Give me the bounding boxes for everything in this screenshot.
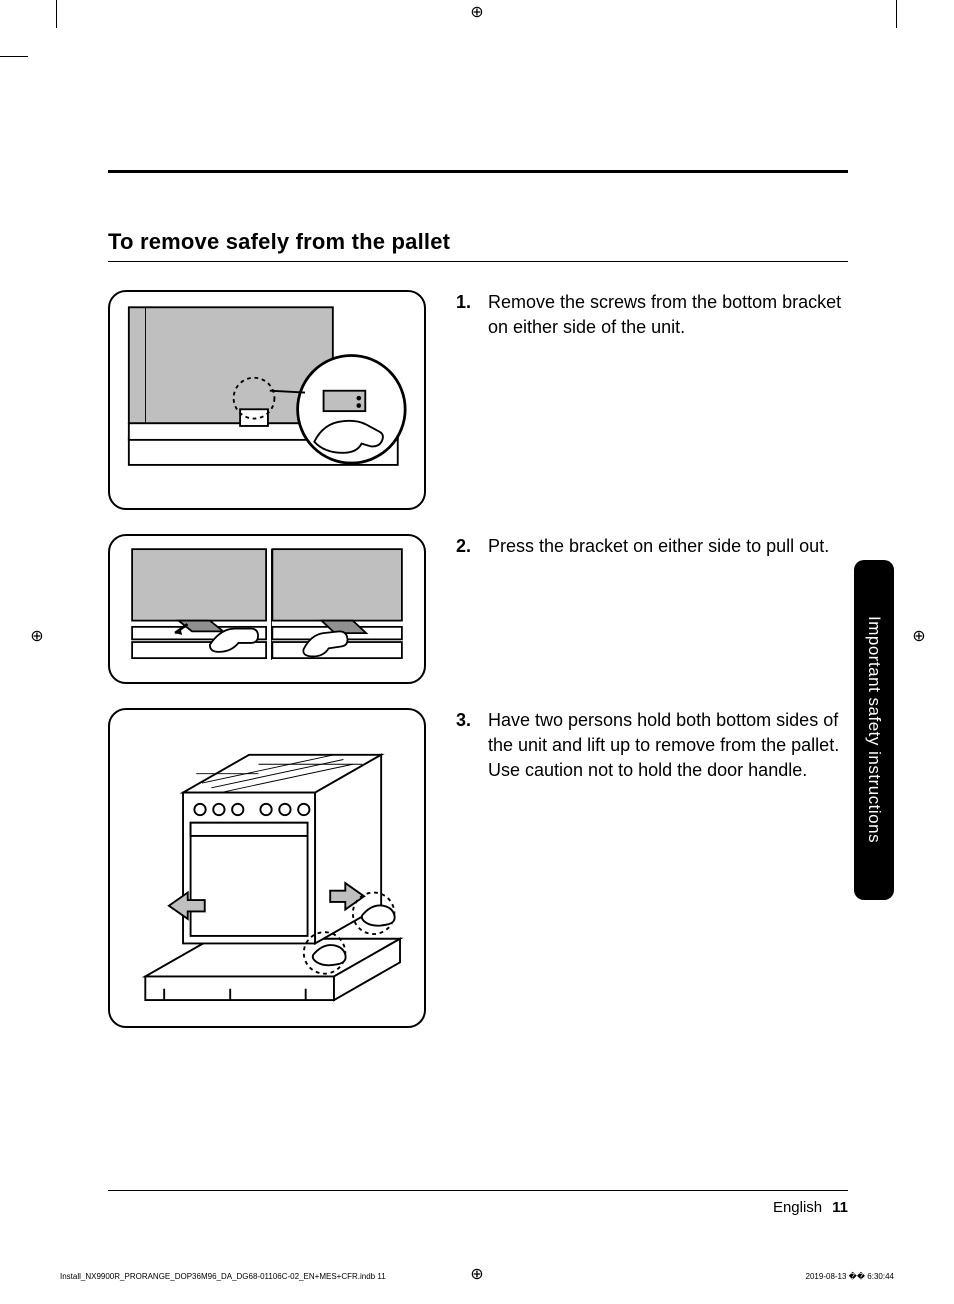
steps-list: 1. Remove the screws from the bottom bra… bbox=[108, 290, 848, 1028]
step-text: 1. Remove the screws from the bottom bra… bbox=[456, 290, 848, 340]
step-text: 3. Have two persons hold both bottom sid… bbox=[456, 708, 848, 784]
page-content: To remove safely from the pallet bbox=[108, 170, 848, 1028]
figure-remove-screws bbox=[108, 290, 426, 510]
side-tab: Important safety instructions bbox=[854, 560, 894, 900]
page-footer: English 11 bbox=[108, 1190, 848, 1216]
step-row: 2. Press the bracket on either side to p… bbox=[108, 534, 848, 684]
top-rule bbox=[108, 170, 848, 173]
registration-mark-right: ⊕ bbox=[910, 628, 928, 646]
registration-mark-top: ⊕ bbox=[468, 4, 486, 22]
crop-mark bbox=[56, 0, 57, 28]
footer-page-number: 11 bbox=[832, 1199, 848, 1216]
slug-timestamp: 2019-08-13 �� 6:30:44 bbox=[806, 1272, 894, 1281]
step-row: 1. Remove the screws from the bottom bra… bbox=[108, 290, 848, 510]
section-title: To remove safely from the pallet bbox=[108, 229, 848, 262]
step-text: 2. Press the bracket on either side to p… bbox=[456, 534, 848, 559]
step-row: 3. Have two persons hold both bottom sid… bbox=[108, 708, 848, 1028]
registration-mark-left: ⊕ bbox=[28, 628, 46, 646]
figure-lift-unit bbox=[108, 708, 426, 1028]
step-number: 2. bbox=[456, 534, 478, 559]
crop-mark bbox=[0, 56, 28, 57]
step-body: Have two persons hold both bottom sides … bbox=[488, 708, 848, 784]
step-body: Press the bracket on either side to pull… bbox=[488, 534, 829, 559]
slug-filename: Install_NX9900R_PRORANGE_DOP36M96_DA_DG6… bbox=[60, 1272, 386, 1281]
side-tab-label: Important safety instructions bbox=[864, 616, 884, 843]
step-number: 3. bbox=[456, 708, 478, 784]
figure-press-bracket bbox=[108, 534, 426, 684]
print-slug: Install_NX9900R_PRORANGE_DOP36M96_DA_DG6… bbox=[60, 1272, 894, 1281]
footer-language: English bbox=[773, 1199, 822, 1216]
crop-mark bbox=[896, 0, 897, 28]
step-number: 1. bbox=[456, 290, 478, 340]
step-body: Remove the screws from the bottom bracke… bbox=[488, 290, 848, 340]
